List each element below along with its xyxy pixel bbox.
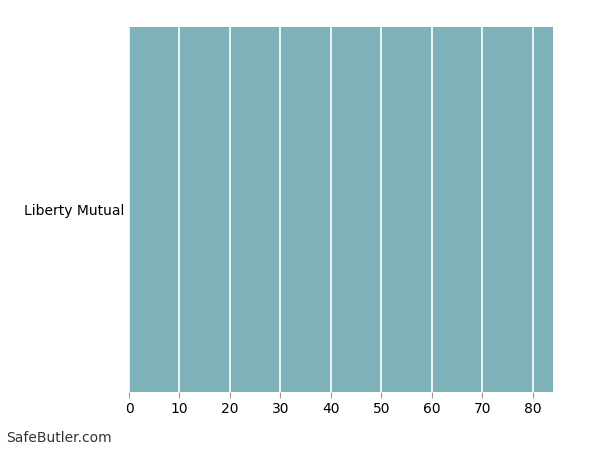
Text: SafeButler.com: SafeButler.com [6,432,112,446]
